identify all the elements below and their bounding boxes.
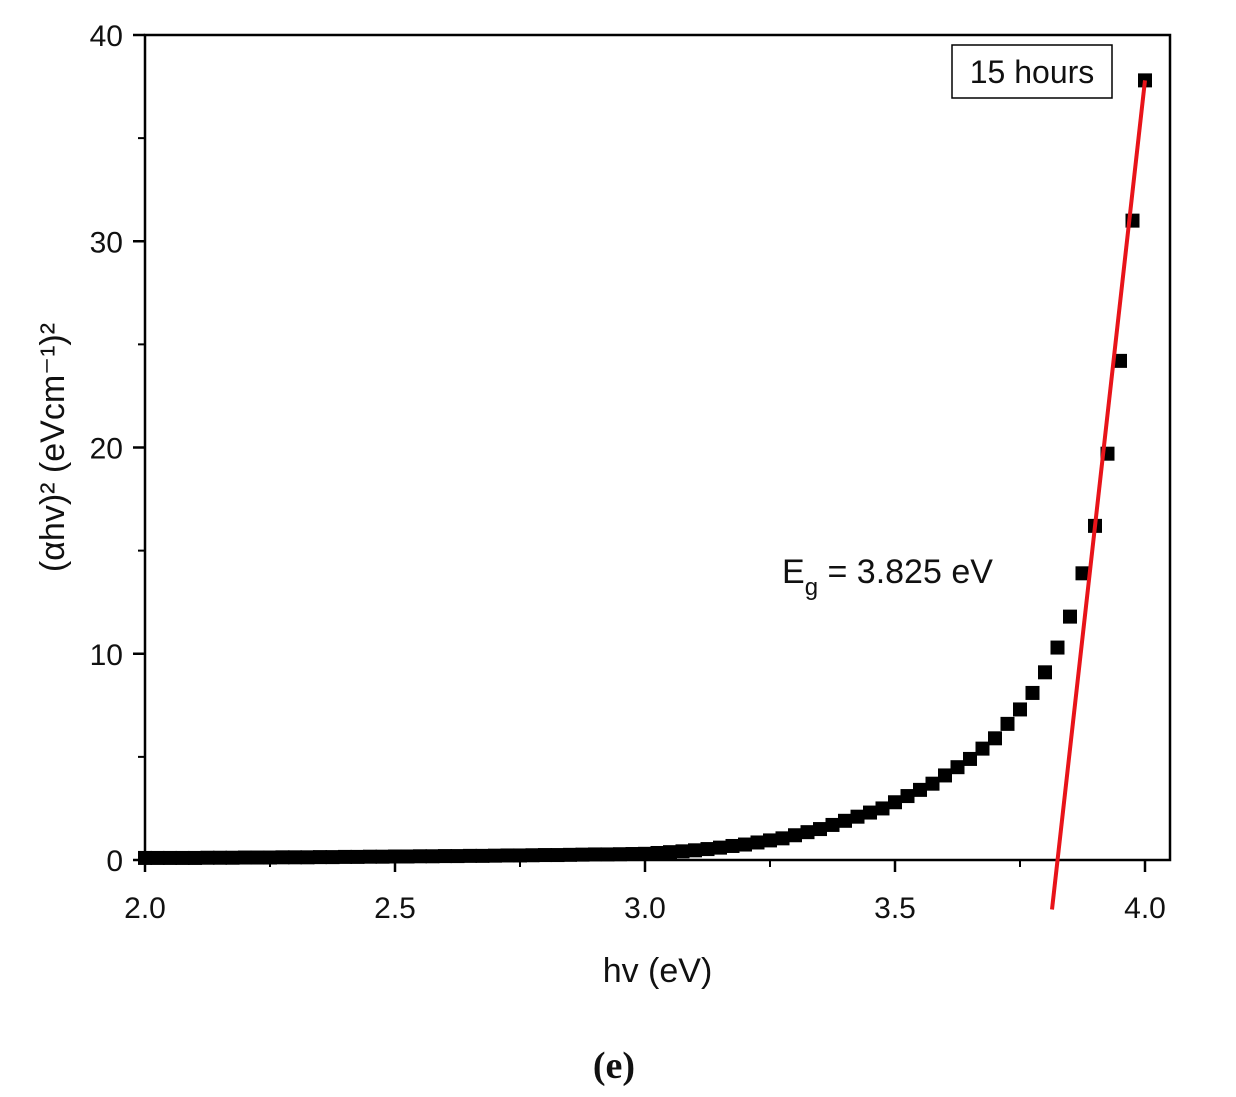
data-point [275, 850, 290, 865]
data-point [725, 838, 740, 853]
legend-box [951, 44, 1113, 99]
annotation-sub: g [805, 574, 818, 601]
y-tick-label: 20 [90, 433, 123, 466]
y-tick-label: 10 [90, 639, 123, 672]
data-point [400, 849, 415, 864]
data-point [325, 850, 340, 865]
data-point [825, 817, 840, 832]
data-point [338, 849, 352, 864]
data-point [250, 850, 265, 865]
annotation-main: E [782, 553, 805, 591]
data-point [738, 837, 752, 852]
band-gap-annotation: Eg = 3.825 eV [782, 553, 993, 601]
data-point [550, 848, 565, 863]
caption: (e) [593, 1045, 635, 1087]
data-point [350, 849, 365, 864]
data-point [663, 845, 677, 860]
data-point [225, 850, 240, 865]
data-point [1113, 353, 1127, 368]
data-point [200, 850, 215, 865]
data-point [388, 849, 402, 864]
data-point [925, 776, 940, 791]
data-point [838, 813, 852, 828]
data-point [1075, 566, 1090, 581]
data-point [950, 760, 965, 775]
data-point [900, 789, 915, 804]
fit-line [1050, 80, 1147, 910]
data-point [375, 849, 390, 864]
data-point [988, 731, 1002, 746]
data-point [800, 825, 815, 840]
annotation-rest: = 3.825 eV [818, 553, 993, 591]
x-tick-label: 4.0 [1124, 892, 1166, 925]
data-point [213, 850, 227, 865]
data-point [1013, 702, 1027, 717]
data-point [938, 768, 952, 783]
data-point [625, 847, 640, 862]
data-point [575, 847, 590, 862]
x-tick-label: 3.5 [874, 892, 916, 925]
data-point [775, 831, 790, 846]
y-tick-label: 40 [90, 20, 123, 53]
y-tick-label: 30 [90, 226, 123, 259]
data-point [850, 809, 865, 824]
data-point [713, 840, 727, 855]
data-point [463, 848, 477, 863]
data-point [475, 848, 490, 863]
data-point [1050, 640, 1065, 655]
data-point [1038, 665, 1052, 680]
data-point [1000, 716, 1015, 731]
data-point [138, 850, 152, 865]
data-point [763, 833, 777, 848]
data-point [163, 850, 177, 865]
data-point [700, 842, 715, 857]
data-point [638, 846, 652, 861]
data-point [513, 848, 527, 863]
data-point [750, 835, 765, 850]
data-point [863, 805, 877, 820]
data-point [650, 845, 665, 860]
data-point [500, 848, 515, 863]
data-point [425, 849, 440, 864]
data-point [438, 849, 452, 864]
data-point [588, 847, 602, 862]
data-point [975, 741, 990, 756]
data-point [263, 850, 277, 865]
data-point [1063, 609, 1077, 624]
data-point [913, 782, 927, 797]
x-axis-label: hv (eV) [603, 952, 713, 990]
y-axis-label: (αhv)² (eVcm⁻¹)² [34, 323, 72, 572]
data-point [888, 795, 902, 810]
data-point [288, 850, 302, 865]
data-point [150, 850, 165, 865]
data-point [450, 849, 465, 864]
data-point [788, 828, 802, 843]
data-point [363, 849, 377, 864]
data-point [813, 822, 827, 837]
data-point [563, 847, 577, 862]
legend-text: 15 hours [970, 54, 1095, 90]
data-point [525, 848, 540, 863]
data-point [538, 848, 552, 863]
data-point [238, 850, 252, 865]
data-point [1025, 685, 1040, 700]
data-point [600, 847, 615, 862]
data-point [488, 848, 502, 863]
data-point [613, 847, 627, 862]
x-tick-label: 2.5 [374, 892, 416, 925]
y-tick-label: 0 [106, 845, 123, 878]
data-point [313, 850, 327, 865]
data-point [175, 850, 190, 865]
data-point [875, 801, 890, 816]
data-point [675, 844, 690, 859]
data-point [688, 843, 702, 858]
x-tick-label: 2.0 [124, 892, 166, 925]
x-tick-label: 3.0 [624, 892, 666, 925]
data-point [413, 849, 427, 864]
data-point [300, 850, 315, 865]
data-point [963, 751, 977, 766]
data-point [188, 850, 202, 865]
